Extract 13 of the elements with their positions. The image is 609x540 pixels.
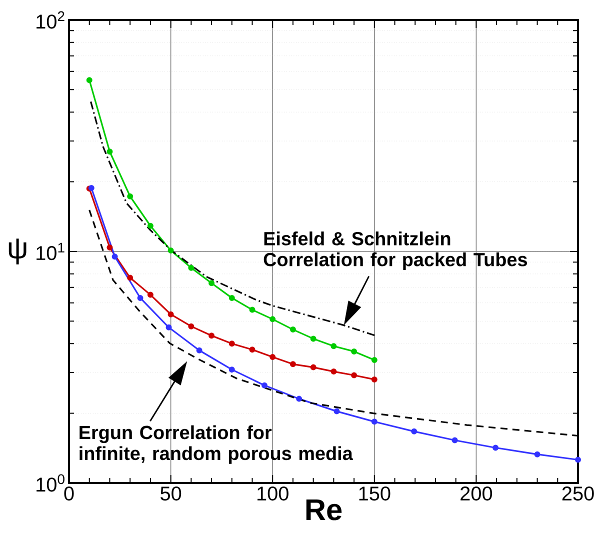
annotation: Ergun Correlation for infinite, random porous media [80, 425, 353, 464]
x-axis-title: Re [306, 499, 342, 520]
annotation: Eisfeld & Schnitzlein Correlation for packed Tubes [264, 231, 527, 270]
x-tick-label: 0 [64, 486, 74, 501]
x-tick-label: 50 [160, 486, 182, 501]
x-tick-label: 200 [460, 486, 492, 501]
x-tick-label: 150 [359, 486, 390, 501]
y-tick-label: 10$^{1}$ [36, 242, 64, 260]
y-tick-label: 10$^{0}$ [36, 474, 64, 492]
x-tick-label: 100 [258, 486, 288, 501]
y-axis-title: ψ [8, 238, 26, 264]
x-tick-label: 250 [562, 486, 594, 501]
y-tick-label: 10$^{2}$ [36, 11, 64, 29]
